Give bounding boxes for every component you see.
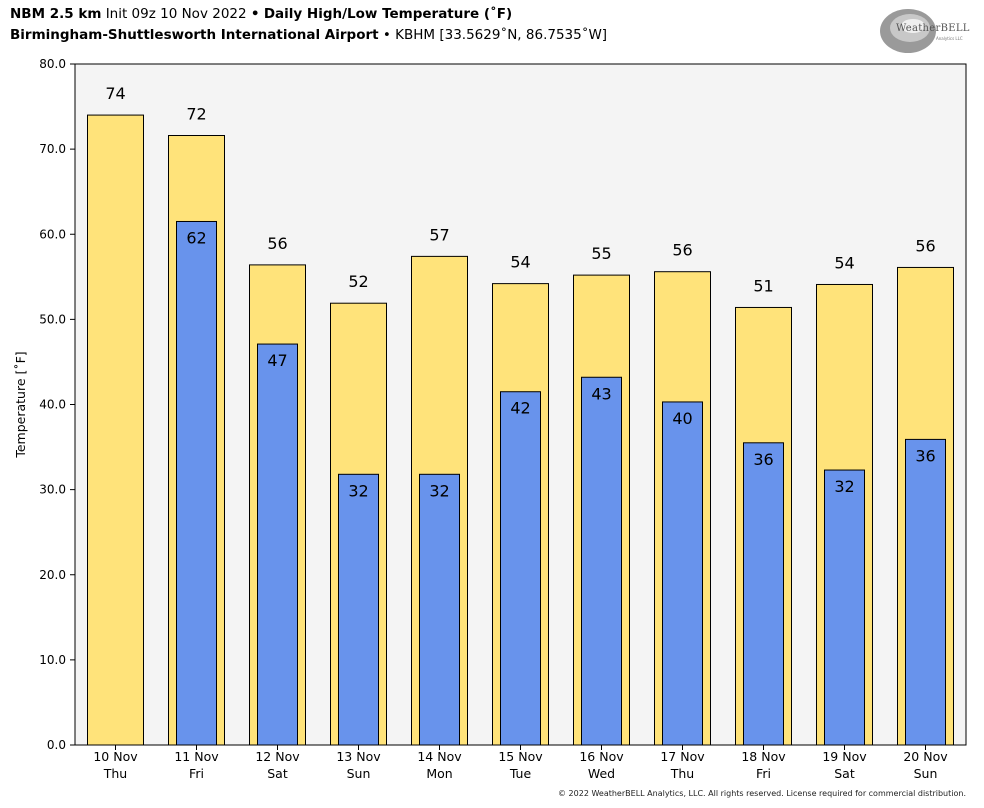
title-separator: • bbox=[250, 6, 260, 22]
y-tick-label: 0.0 bbox=[47, 738, 66, 752]
x-tick-day-label: Fri bbox=[756, 766, 771, 781]
title-separator-2: • bbox=[382, 27, 391, 43]
logo-subtext: Analytics LLC bbox=[936, 36, 963, 41]
high-temp-label: 56 bbox=[672, 241, 692, 260]
x-tick-day-label: Fri bbox=[189, 766, 204, 781]
x-tick-day-label: Wed bbox=[588, 766, 615, 781]
low-temp-label: 36 bbox=[753, 450, 773, 469]
y-tick-label: 70.0 bbox=[39, 142, 66, 156]
low-temp-bar bbox=[824, 469, 865, 746]
x-tick-date-label: 19 Nov bbox=[822, 749, 867, 764]
init-time: Init 09z 10 Nov 2022 bbox=[105, 6, 247, 22]
low-temp-bar bbox=[581, 376, 622, 746]
weatherbell-logo: WeatherBELL Analytics LLC bbox=[878, 6, 970, 56]
low-temp-label: 42 bbox=[510, 399, 530, 418]
high-temp-label: 72 bbox=[186, 105, 206, 124]
low-temp-label: 32 bbox=[348, 481, 368, 500]
station-name: Birmingham-Shuttlesworth International A… bbox=[10, 27, 379, 43]
x-tick-date-label: 13 Nov bbox=[336, 749, 381, 764]
chart-title-line-2: Birmingham-Shuttlesworth International A… bbox=[10, 27, 607, 43]
low-temp-bar bbox=[743, 442, 784, 746]
low-temp-label: 36 bbox=[915, 446, 935, 465]
model-name: NBM 2.5 km bbox=[10, 6, 102, 22]
y-tick-label: 80.0 bbox=[39, 57, 66, 71]
x-tick-date-label: 14 Nov bbox=[417, 749, 462, 764]
x-tick-date-label: 17 Nov bbox=[660, 749, 705, 764]
x-tick-day-label: Sun bbox=[347, 766, 371, 781]
x-tick-day-label: Sat bbox=[834, 766, 855, 781]
high-temp-label: 54 bbox=[834, 253, 854, 272]
x-tick-day-label: Sun bbox=[914, 766, 938, 781]
x-tick-day-label: Thu bbox=[103, 766, 127, 781]
high-temp-label: 56 bbox=[267, 234, 287, 253]
x-tick-date-label: 15 Nov bbox=[498, 749, 543, 764]
low-temp-label: 62 bbox=[186, 228, 206, 247]
low-temp-label: 47 bbox=[267, 351, 287, 370]
low-temp-label: 43 bbox=[591, 384, 611, 403]
x-tick-day-label: Sat bbox=[267, 766, 288, 781]
low-temp-label: 32 bbox=[834, 477, 854, 496]
low-temp-bar bbox=[257, 343, 298, 746]
high-temp-label: 52 bbox=[348, 272, 368, 291]
copyright-notice: © 2022 WeatherBELL Analytics, LLC. All r… bbox=[558, 789, 966, 798]
y-tick-label: 20.0 bbox=[39, 568, 66, 582]
low-temp-bar bbox=[662, 401, 703, 746]
logo-swirl-icon bbox=[880, 9, 936, 53]
low-temp-bar bbox=[176, 220, 217, 746]
logo-text: WeatherBELL bbox=[896, 23, 970, 34]
low-temp-label: 40 bbox=[672, 409, 692, 428]
high-temp-bar bbox=[87, 114, 144, 746]
low-temp-label: 32 bbox=[429, 481, 449, 500]
low-temp-bar bbox=[905, 438, 946, 746]
x-tick-day-label: Mon bbox=[426, 766, 452, 781]
high-temp-label: 57 bbox=[429, 225, 449, 244]
y-axis: 0.0 10.0 20.0 30.0 40.0 50.0 60.0 70.0 80.0 bbox=[39, 57, 75, 752]
product-name: Daily High/Low Temperature (˚F) bbox=[263, 6, 513, 22]
high-temp-label: 74 bbox=[105, 84, 125, 103]
station-info: KBHM [33.5629˚N, 86.7535˚W] bbox=[395, 27, 608, 43]
x-tick-day-label: Thu bbox=[670, 766, 694, 781]
chart-title-line-1: NBM 2.5 km Init 09z 10 Nov 2022 • Daily … bbox=[10, 6, 512, 22]
low-temp-bar bbox=[500, 391, 541, 746]
high-temp-label: 55 bbox=[591, 244, 611, 263]
high-temp-label: 54 bbox=[510, 253, 530, 272]
bars-group: 74 72 56 52 57 54 55 56 51 54 56 62 47 32 32 42 43 40 36 32… bbox=[74, 63, 967, 746]
x-tick-date-label: 18 Nov bbox=[741, 749, 786, 764]
x-tick-date-label: 12 Nov bbox=[255, 749, 300, 764]
y-tick-label: 60.0 bbox=[39, 227, 66, 241]
y-axis-label: Temperature [˚F] bbox=[13, 351, 28, 458]
x-tick-date-label: 16 Nov bbox=[579, 749, 624, 764]
x-tick-date-label: 20 Nov bbox=[903, 749, 948, 764]
y-tick-label: 40.0 bbox=[39, 398, 66, 412]
x-tick-date-label: 11 Nov bbox=[174, 749, 219, 764]
y-tick-label: 50.0 bbox=[39, 312, 66, 326]
x-tick-day-label: Tue bbox=[509, 766, 532, 781]
low-temp-bar bbox=[419, 473, 460, 746]
y-tick-label: 30.0 bbox=[39, 483, 66, 497]
x-axis: 10 Nov Thu 11 Nov Fri 12 Nov Sat 13 Nov Sun 14 N… bbox=[93, 745, 948, 781]
y-tick-label: 10.0 bbox=[39, 653, 66, 667]
high-temp-label: 56 bbox=[915, 236, 935, 255]
high-temp-label: 51 bbox=[753, 276, 773, 295]
x-tick-date-label: 10 Nov bbox=[93, 749, 138, 764]
low-temp-bar bbox=[338, 473, 379, 746]
